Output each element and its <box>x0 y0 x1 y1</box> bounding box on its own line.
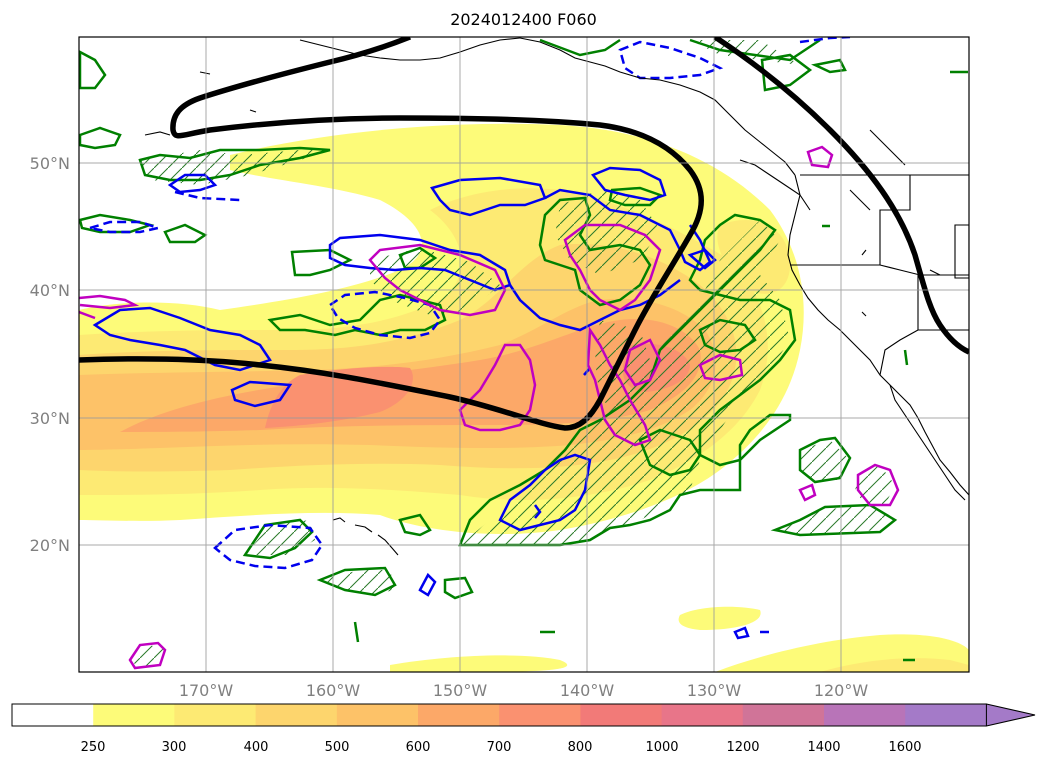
colorbar-tick-label: 1400 <box>807 740 840 755</box>
map-title: 2024012400 F060 <box>450 10 597 29</box>
lon-label-120w: 120°W <box>814 681 869 700</box>
colorbar-tick-label: 800 <box>568 740 593 755</box>
colorbar <box>11 703 1036 727</box>
colorbar-segment <box>580 704 663 726</box>
lat-label-40: 40°N <box>30 281 70 300</box>
map-frame <box>78 36 970 673</box>
colorbar-segment <box>12 704 94 726</box>
lon-label-160w: 160°W <box>306 681 361 700</box>
colorbar-tick-label: 600 <box>406 740 431 755</box>
colorbar-tick-label: 400 <box>244 740 269 755</box>
colorbar-tick-label: 1600 <box>888 740 921 755</box>
colorbar-segment <box>93 704 175 726</box>
colorbar-extend-arrow <box>985 703 1036 727</box>
colorbar-segment <box>255 704 338 726</box>
colorbar-tick-label: 1200 <box>726 740 759 755</box>
lon-label-130w: 130°W <box>687 681 742 700</box>
green-contours <box>79 38 968 662</box>
blue-dashed-contours <box>89 37 851 634</box>
colorbar-segment <box>499 704 581 726</box>
lat-label-50: 50°N <box>30 154 70 173</box>
colorbar-segment <box>336 704 419 726</box>
colorbar-segment <box>418 704 500 726</box>
colorbar-segment <box>661 704 744 726</box>
lat-label-20: 20°N <box>30 536 70 555</box>
colorbar-tick-label: 1000 <box>645 740 678 755</box>
colorbar-segment <box>824 704 906 726</box>
colorbar-labels: 250 300 400 500 600 700 800 1000 1200 14… <box>81 740 922 755</box>
lon-label-170w: 170°W <box>179 681 234 700</box>
lat-label-30: 30°N <box>30 409 70 428</box>
colorbar-tick-label: 500 <box>325 740 350 755</box>
colorbar-segment <box>174 704 257 726</box>
gridlines <box>79 37 969 672</box>
colorbar-tick-label: 300 <box>162 740 187 755</box>
lon-label-140w: 140°W <box>560 681 615 700</box>
colorbar-outline <box>11 703 987 727</box>
colorbar-segment <box>742 704 825 726</box>
colorbar-tick-label: 250 <box>81 740 106 755</box>
colorbar-tick-label: 700 <box>487 740 512 755</box>
coastlines <box>144 37 969 556</box>
lon-label-150w: 150°W <box>433 681 488 700</box>
colorbar-segment <box>905 704 987 726</box>
black-contours <box>79 37 969 431</box>
